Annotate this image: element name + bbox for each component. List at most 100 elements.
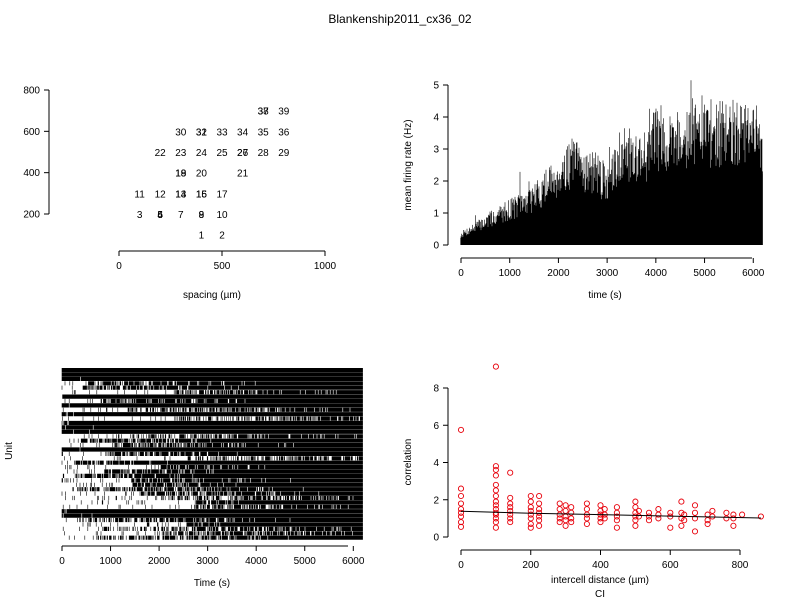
y-tick-label: 5 [433,81,439,92]
raster-row [61,376,363,381]
electrode-label: 29 [278,148,290,159]
y-ticks: 0 2 4 6 8 [433,384,448,544]
x-axis-label: intercell distance (µm) [551,575,649,586]
electrode-label: 23 [175,148,187,159]
electrode-label: 30 [175,127,187,138]
x-tick-label: 2000 [547,268,570,279]
correlation-point [536,513,543,520]
correlation-point [527,504,534,511]
firing-rate-fill [460,165,763,245]
raster-row [61,372,363,377]
x-tick-label: 600 [662,560,679,571]
correlation-point [704,520,711,528]
electrode-label: 11 [134,189,145,200]
electrode-label: 14 [175,189,187,200]
y-tick-label: 200 [23,210,40,221]
electrode-label: 12 [155,189,167,200]
correlation-point [527,520,534,528]
electrode-label: 16 [196,189,208,200]
y-tick-label: 600 [23,127,40,138]
y-tick-label: 0 [433,533,439,544]
x-tick-label: 1000 [314,261,337,272]
raster-row [70,443,363,448]
raster-row [62,473,363,478]
x-axis-sublabel: CI [595,589,605,600]
x-ticks: 0 1000 2000 3000 4000 5000 6000 [458,258,765,279]
electrode-label: 25 [216,148,228,159]
electrode-label: 15 [196,189,208,200]
electrode-label: 21 [237,169,249,180]
correlation-point [492,515,499,522]
raster-row [64,456,363,461]
y-tick-label: 8 [433,384,439,395]
y-tick-label: 800 [23,86,40,97]
correlation-point [492,472,499,479]
y-tick-label: 2 [433,495,439,506]
raster-row [61,403,363,408]
raster-row [61,420,363,426]
x-tick-label: 200 [522,560,539,571]
x-tick-label: 6000 [742,268,765,279]
correlation-point [632,522,639,529]
raster-row [64,531,363,536]
electrode-label: 39 [278,107,290,118]
correlation-point [492,363,499,370]
y-tick-label: 2 [433,177,439,188]
correlation-point [613,517,620,524]
y-tick-label: 4 [433,458,439,469]
electrode-label: 36 [278,127,290,138]
y-tick-label: 0 [433,241,439,252]
raster-row [61,478,363,483]
raster-row [62,526,363,531]
electrode-label: 9 [199,210,205,221]
electrode-label: 17 [216,189,228,200]
correlation-point [507,469,514,476]
correlation-point [457,426,465,433]
raster-row [80,500,363,505]
correlation-point [457,509,465,516]
correlation-point [507,504,514,511]
correlation-point [492,524,499,531]
electrode-label: 33 [216,127,228,138]
y-ticks: 200 400 600 800 [23,86,49,221]
raster-row [61,447,363,452]
x-axis-label: time (s) [588,290,621,301]
x-tick-label: 0 [458,268,464,279]
correlation-point [613,524,620,531]
raster-row [65,517,363,523]
correlation-point [655,511,662,518]
raster-row [72,487,363,492]
x-tick-label: 1000 [99,556,122,567]
raster-row [83,434,363,439]
x-tick-label: 800 [732,560,749,571]
raster-row [65,465,363,470]
correlation-point [730,522,737,529]
correlation-point [635,513,642,520]
correlation-point [492,498,499,505]
raster-row [82,522,363,527]
raster-row [61,368,363,373]
raster-row [62,416,363,421]
y-ticks: 0 1 2 3 4 5 [433,81,448,252]
correlation-point [583,520,590,528]
correlation-point [691,502,699,509]
y-axis-label: correlation [403,439,414,486]
x-tick-label: 1000 [499,268,522,279]
electrode-label: 28 [258,148,270,159]
raster-row [67,469,363,474]
correlation-point [723,515,730,522]
correlation-point [613,513,620,520]
x-axis-label: Time (s) [194,578,230,589]
electrode-label: 6 [157,210,163,221]
raster-row [61,429,363,434]
y-tick-label: 400 [23,168,40,179]
x-tick-label: 5000 [693,268,716,279]
raster-row [61,491,363,496]
electrode-label: 22 [155,148,167,159]
correlation-point [457,519,465,526]
raster-row [76,482,363,487]
